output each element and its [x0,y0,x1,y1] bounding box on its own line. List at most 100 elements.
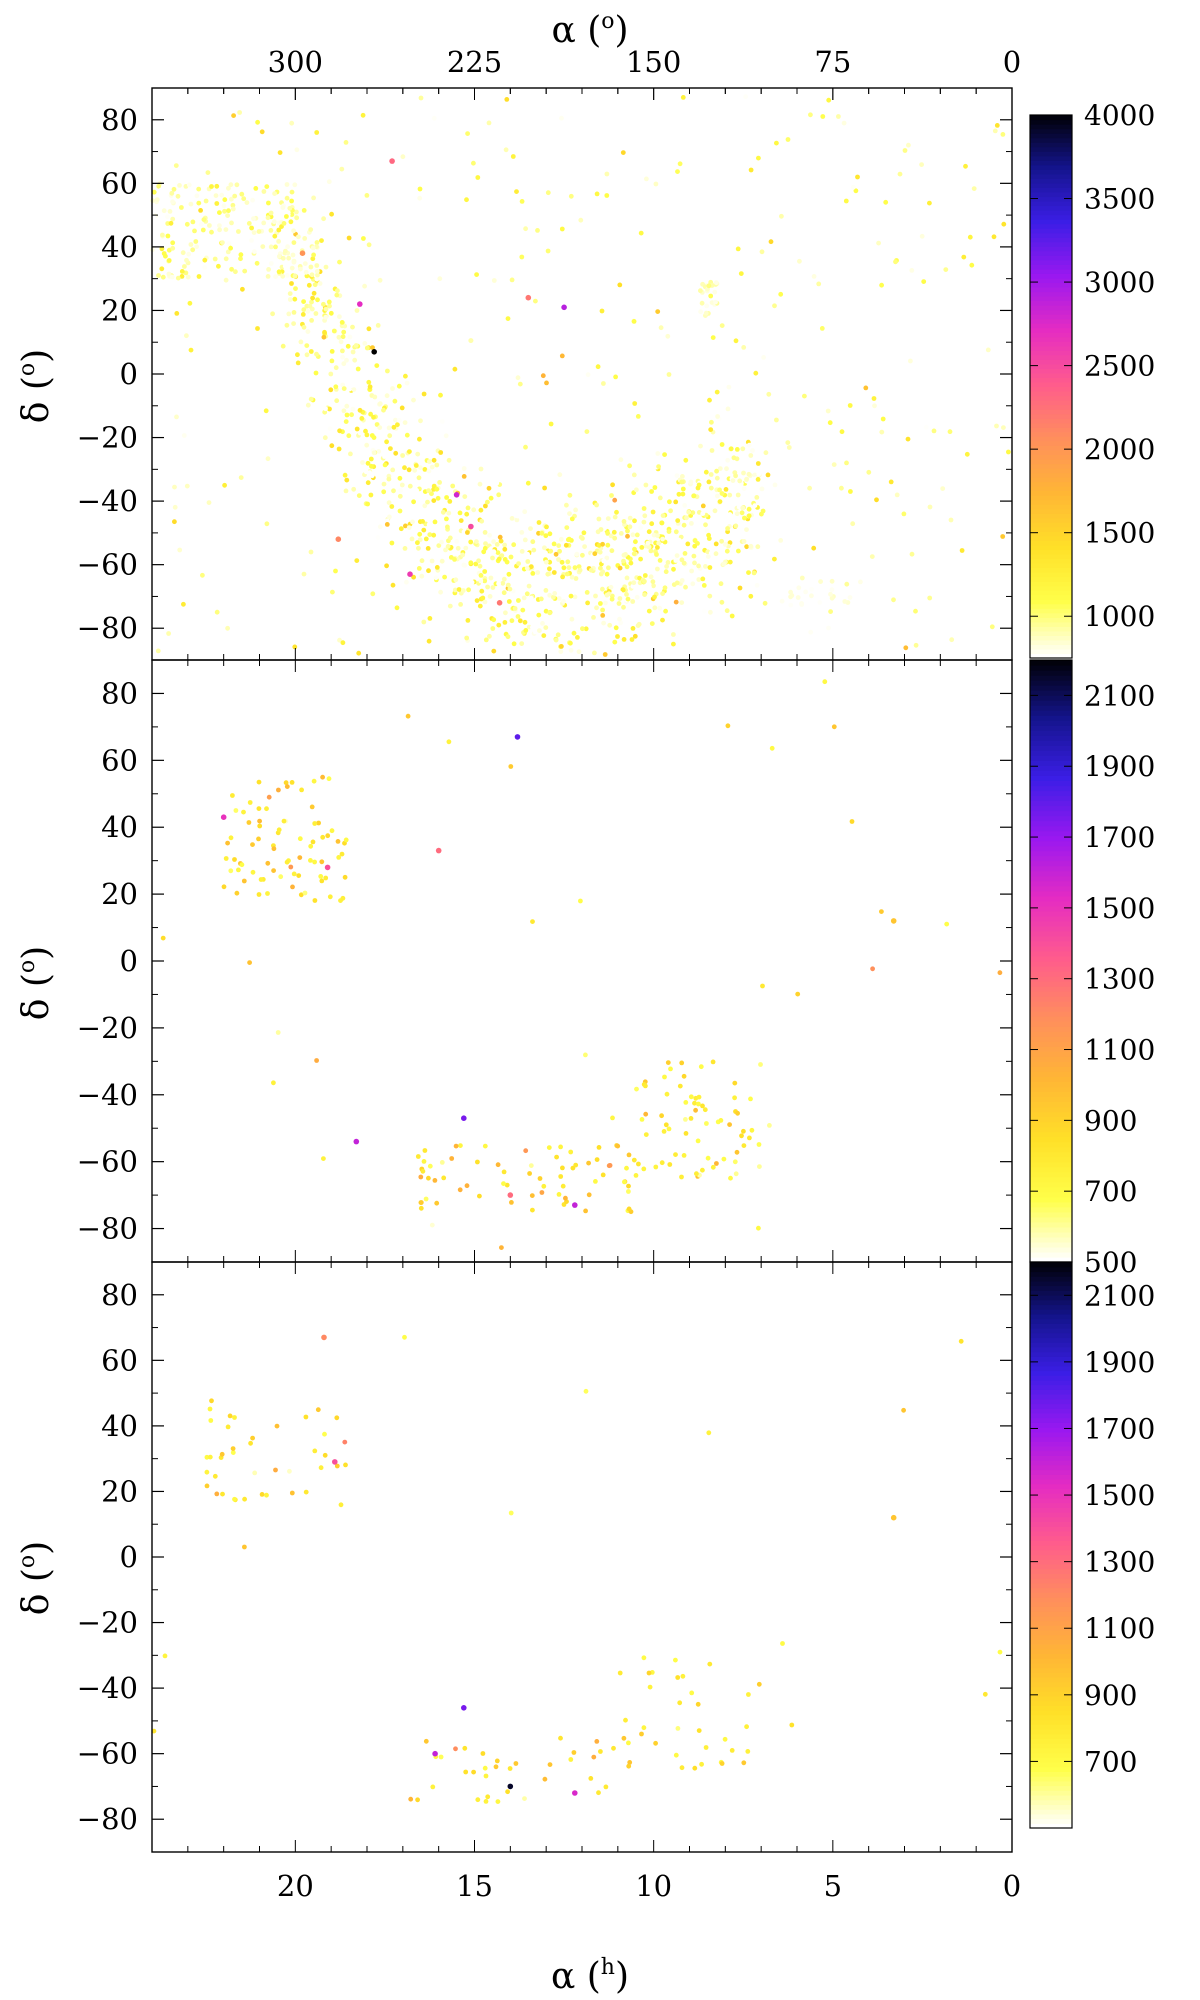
bottom-data-point [513,1761,519,1766]
top-highlight-point [335,536,342,542]
top-data-point [564,571,570,577]
middle-data-point [596,1145,602,1150]
top-data-point [337,259,342,265]
bottom-data-point [287,1468,292,1474]
top-data-point [242,268,248,274]
top-data-point [421,391,427,397]
top-data-point [630,599,636,604]
top-colorbar-segment [1030,458,1072,465]
top-data-point [340,640,346,646]
top-data-point [357,407,363,413]
top-data-point [850,521,856,527]
middle-data-point [265,891,270,896]
middle-data-point [329,828,335,834]
bottom-data-point [207,1406,213,1412]
top-data-point [522,537,528,543]
top-data-point [754,495,760,500]
top-data-point [695,485,701,491]
top-colorbar-segment [1030,363,1072,370]
top-data-point [387,514,392,520]
middle-data-point [160,935,166,941]
bottom-data-point [746,1692,751,1697]
top-data-point [893,481,898,487]
top-data-point [725,457,731,463]
top-data-point [255,326,260,331]
middle-data-point [757,1164,762,1169]
top-data-point [723,487,729,492]
top-data-point [604,193,610,198]
top-data-point [919,233,925,239]
top-colorbar-segment [1030,400,1072,406]
top-data-point [294,147,300,153]
middle-data-point [696,1101,701,1107]
top-data-point [268,261,274,266]
top-data-point [547,531,553,537]
top-data-point [863,385,869,391]
bottom-colorbar-segment [1030,1412,1072,1419]
top-data-point [829,587,835,593]
middle-colorbar-tick-label: 1700 [1084,821,1155,854]
middle-data-point [320,834,326,840]
top-data-point [402,546,408,551]
top-data-point [894,492,900,498]
bottom-colorbar-tick-label: 1500 [1084,1479,1155,1512]
top-data-point [384,393,390,399]
bottom-colorbar-tick-label: 2100 [1084,1279,1155,1312]
middle-data-point [705,1155,711,1161]
top-colorbar-segment [1030,504,1072,510]
top-data-point [346,235,352,241]
top-data-point [309,272,315,278]
top-data-point [347,334,353,340]
middle-colorbar-segment [1030,1031,1072,1037]
top-data-point [707,565,713,570]
top-data-point [683,457,689,463]
top-highlight-point [389,158,395,164]
top-data-point [225,213,231,219]
top-data-point [826,625,831,631]
top-data-point [642,579,647,584]
bottom-colorbar-segment [1030,1554,1072,1560]
middle-data-point [546,1145,552,1150]
top-data-point [491,549,497,555]
top-data-point [801,118,806,124]
top-data-point [374,512,380,518]
bottom-colorbar-segment [1030,1672,1072,1678]
top-data-point [198,222,204,227]
top-highlight-point [453,492,460,498]
top-data-point [314,263,320,268]
middle-colorbar-segment [1030,750,1072,756]
top-data-point [391,498,397,503]
middle-colorbar-segment [1030,1226,1072,1233]
top-data-point [618,457,624,463]
bottom-colorbar-segment [1030,1346,1072,1353]
top-data-point [341,329,347,335]
top-data-point [580,552,585,558]
bottom-colorbar-segment [1030,1328,1072,1334]
top-data-point [397,475,403,481]
top-data-point [483,541,488,546]
bottom-data-point [438,1754,444,1760]
top-data-point [1006,449,1011,455]
top-data-point [593,593,598,599]
top-data-point [658,325,664,331]
top-data-point [684,515,689,521]
middle-colorbar-segment [1030,935,1072,942]
bottom-highlight-point [432,1750,438,1757]
top-data-point [994,123,1000,128]
middle-colorbar-tick-label: 1900 [1084,750,1155,783]
points-layer [150,94,1011,1804]
middle-colorbar-segment [1030,665,1072,671]
bottom-data-point [780,1641,785,1646]
top-colorbar-segment [1030,535,1072,541]
top-data-point [959,548,965,553]
middle-data-point [718,1118,724,1123]
top-data-point [223,256,229,262]
top-data-point [368,411,373,417]
top-data-point [170,240,176,246]
y-axis-label: δ ( [16,376,57,423]
top-data-point [404,380,410,386]
middle-colorbar-segment [1030,1151,1072,1158]
top-data-point [563,542,569,548]
middle-colorbar-segment [1030,1091,1072,1098]
top-data-point [655,533,660,538]
